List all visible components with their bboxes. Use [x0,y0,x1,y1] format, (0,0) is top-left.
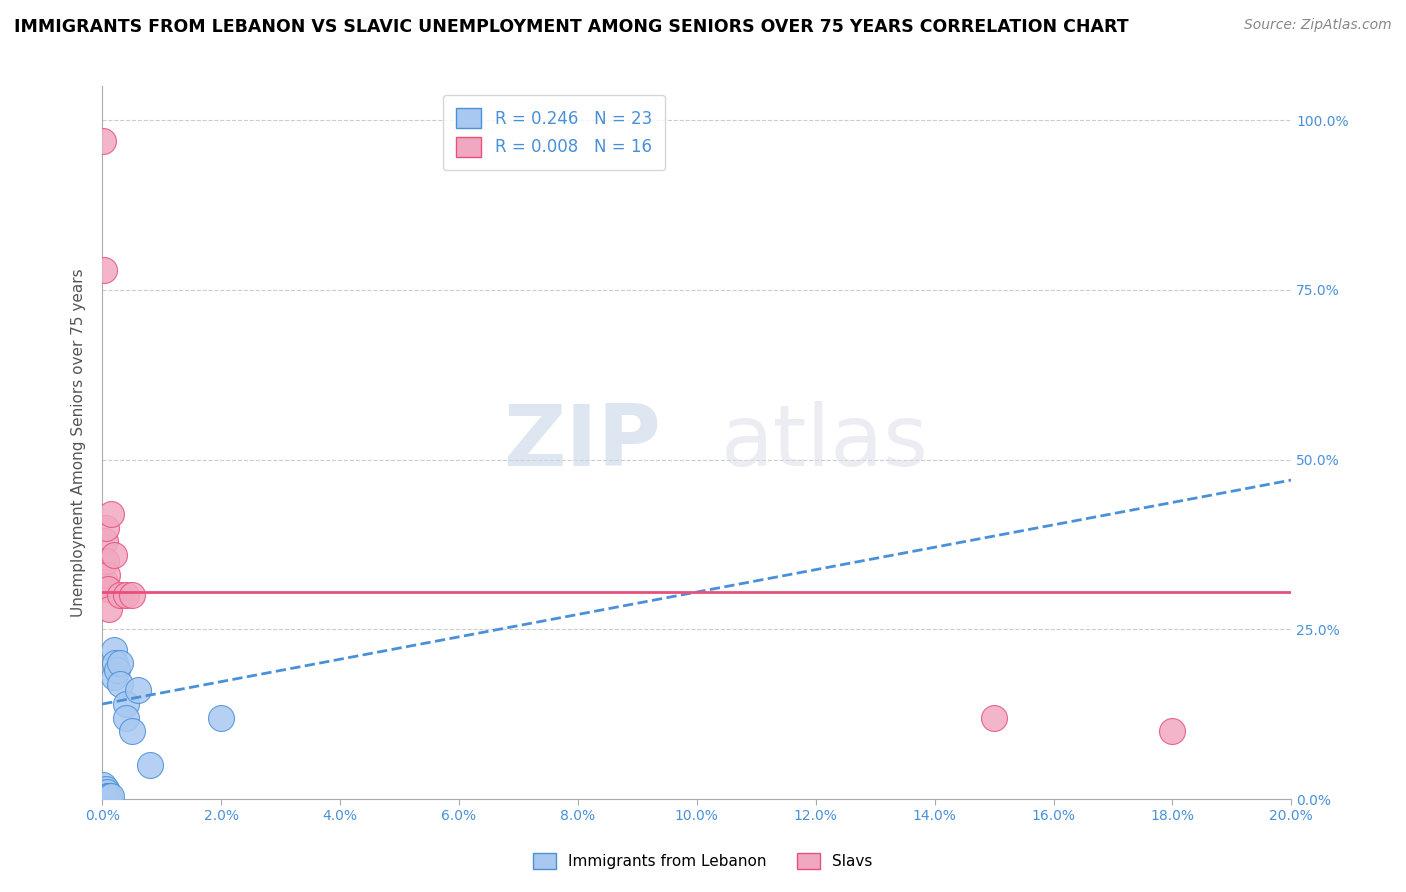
Point [94,534,117,549]
Point [93,134,115,148]
Point [94,787,117,801]
Point [121,724,143,739]
Point [93,779,115,793]
Point [96,785,118,799]
Point [108,657,131,671]
Point [115,710,138,724]
Point [121,589,143,603]
Point [93,789,115,803]
Point [97,789,120,803]
Point [103,548,125,562]
Point [97,582,120,596]
Point [104,657,127,671]
Point [97,789,120,803]
Point [209,710,232,724]
Text: IMMIGRANTS FROM LEBANON VS SLAVIC UNEMPLOYMENT AMONG SENIORS OVER 75 YEARS CORRE: IMMIGRANTS FROM LEBANON VS SLAVIC UNEMPL… [14,18,1129,36]
Point [108,676,131,690]
Point [94,554,117,568]
Y-axis label: Unemployment Among Seniors over 75 years: Unemployment Among Seniors over 75 years [72,268,86,617]
Point [105,663,128,677]
Point [93,262,115,277]
Legend: Immigrants from Lebanon, Slavs: Immigrants from Lebanon, Slavs [527,847,879,875]
Point [108,589,131,603]
Point [93,785,115,799]
Point [100,789,122,803]
Point [983,710,1005,724]
Point [115,697,138,711]
Point [98,602,121,616]
Legend: R = 0.246   N = 23, R = 0.008   N = 16: R = 0.246 N = 23, R = 0.008 N = 16 [443,95,665,170]
Point [139,758,162,772]
Point [115,589,138,603]
Point [94,781,117,796]
Point [96,520,118,534]
Point [96,789,118,803]
Point [127,683,149,698]
Point [98,789,121,803]
Point [96,568,118,582]
Point [103,670,125,684]
Text: atlas: atlas [720,401,928,484]
Point [93,574,115,589]
Point [100,507,122,521]
Text: ZIP: ZIP [503,401,661,484]
Point [1161,724,1184,739]
Point [103,642,125,657]
Text: Source: ZipAtlas.com: Source: ZipAtlas.com [1244,18,1392,32]
